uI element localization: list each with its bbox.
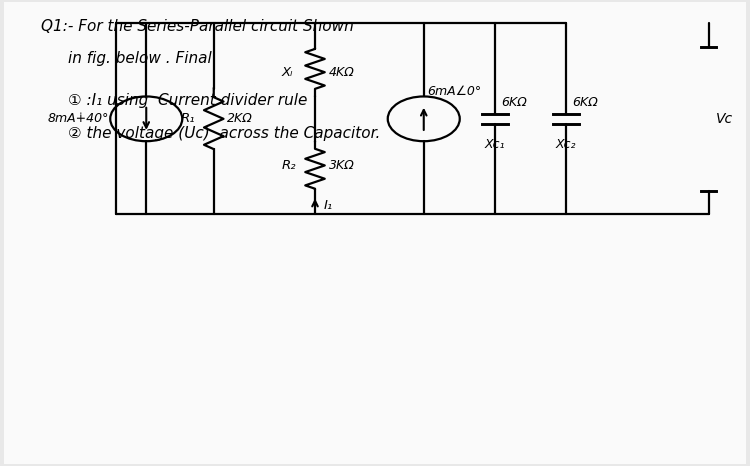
Text: 3KΩ: 3KΩ — [328, 159, 354, 172]
Text: 6KΩ: 6KΩ — [501, 96, 526, 109]
Text: Q1:- For the Series-Parallel circuit Shown: Q1:- For the Series-Parallel circuit Sho… — [41, 19, 354, 34]
Text: 2KΩ: 2KΩ — [227, 112, 253, 125]
Text: in fig. below . Final: in fig. below . Final — [68, 51, 211, 66]
Text: Xc₁: Xc₁ — [484, 138, 506, 151]
Text: ② the voltage (Uc)  across the Capacitor.: ② the voltage (Uc) across the Capacitor. — [68, 126, 380, 141]
Text: I₁: I₁ — [324, 199, 333, 212]
Text: 6mA∠0°: 6mA∠0° — [427, 85, 482, 98]
Text: Vc: Vc — [716, 112, 734, 126]
Text: Xc₂: Xc₂ — [556, 138, 577, 151]
Text: 4KΩ: 4KΩ — [328, 66, 354, 79]
Text: ① :I₁ using  Current divider rule: ① :I₁ using Current divider rule — [68, 93, 307, 108]
FancyBboxPatch shape — [4, 2, 746, 464]
Text: R₂: R₂ — [282, 159, 296, 172]
Text: 8mA∔40°: 8mA∔40° — [47, 112, 109, 125]
Text: Xₗ: Xₗ — [281, 66, 292, 79]
Text: 6KΩ: 6KΩ — [572, 96, 598, 109]
Text: R₁: R₁ — [180, 112, 195, 125]
